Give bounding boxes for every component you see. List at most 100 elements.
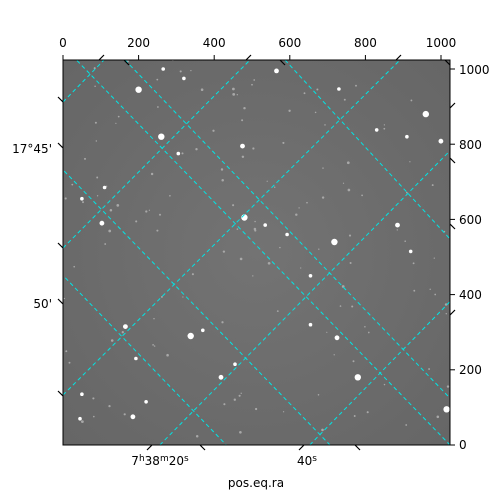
- grid-line-ra: [63, 169, 331, 445]
- noise-speck: [221, 321, 224, 324]
- right-axis: [450, 68, 455, 446]
- star-point: [308, 274, 313, 278]
- star-point: [337, 87, 341, 91]
- noise-speck: [92, 397, 95, 400]
- star-field: [63, 60, 450, 438]
- noise-speck: [156, 78, 159, 81]
- noise-speck: [406, 191, 408, 194]
- noise-speck: [429, 288, 431, 291]
- plot-frame: [62, 59, 451, 446]
- star-point: [144, 400, 148, 404]
- noise-speck: [321, 428, 324, 432]
- noise-speck: [273, 186, 276, 188]
- noise-speck: [93, 67, 96, 70]
- bottom-axis-labels: 7h38m20s 40s: [131, 454, 317, 468]
- star-point: [161, 67, 165, 71]
- star-point: [263, 223, 268, 227]
- noise-speck: [148, 209, 151, 211]
- noise-speck: [110, 339, 114, 342]
- star-point: [285, 232, 289, 237]
- left-axis-labels: 17°45' 50': [12, 142, 52, 311]
- noise-speck: [431, 184, 434, 187]
- star-point: [374, 128, 379, 132]
- grid-line-dec: [159, 150, 450, 445]
- sky-image-background: [63, 60, 450, 445]
- noise-speck: [150, 172, 154, 176]
- noise-speck: [351, 305, 354, 308]
- noise-speck: [288, 109, 291, 112]
- noise-speck: [153, 345, 156, 347]
- noise-speck: [108, 404, 111, 408]
- noise-speck: [195, 148, 198, 151]
- star-point: [240, 143, 245, 149]
- noise-speck: [434, 293, 437, 296]
- star-point: [78, 416, 82, 421]
- noise-speck: [322, 167, 324, 169]
- top-tick-label: 1000: [426, 36, 457, 50]
- noise-speck: [444, 303, 448, 306]
- noise-speck: [266, 180, 268, 182]
- star-point: [443, 406, 450, 413]
- noise-speck: [105, 185, 108, 187]
- noise-speck: [117, 115, 120, 118]
- noise-speck: [383, 383, 386, 386]
- noise-speck: [276, 310, 279, 313]
- star-point: [233, 362, 237, 367]
- noise-speck: [212, 129, 215, 132]
- noise-speck: [152, 344, 154, 346]
- noise-speck: [279, 246, 281, 249]
- noise-speck: [348, 234, 352, 237]
- noise-speck: [96, 176, 99, 179]
- noise-speck: [346, 161, 350, 165]
- noise-speck: [353, 415, 356, 417]
- noise-speck: [169, 194, 171, 197]
- star-point: [201, 328, 205, 333]
- noise-speck: [295, 213, 298, 216]
- top-tick-label: 600: [278, 36, 301, 50]
- noise-speck: [364, 326, 366, 328]
- grid-line-dec: [63, 60, 251, 249]
- top-axis: [62, 55, 442, 60]
- noise-speck: [282, 411, 285, 413]
- noise-speck: [156, 229, 159, 232]
- star-point: [135, 86, 142, 93]
- noise-speck: [445, 312, 448, 315]
- noise-speck: [361, 194, 363, 197]
- noise-speck: [96, 195, 99, 197]
- noise-speck: [306, 201, 308, 204]
- noise-speck: [222, 250, 226, 253]
- star-point: [422, 110, 429, 118]
- right-tick-label: 200: [459, 363, 482, 377]
- noise-speck: [240, 392, 242, 394]
- noise-speck: [326, 331, 328, 333]
- noise-speck: [252, 147, 255, 150]
- noise-speck: [160, 295, 163, 298]
- star-point: [218, 374, 224, 380]
- noise-speck: [195, 435, 199, 438]
- star-point: [99, 220, 105, 226]
- noise-speck: [410, 99, 413, 102]
- noise-speck: [241, 155, 245, 159]
- dec-tick-label: 17°45': [12, 142, 52, 156]
- noise-speck: [343, 98, 346, 101]
- noise-speck: [220, 168, 224, 171]
- noise-speck: [409, 161, 411, 163]
- star-point: [176, 151, 181, 156]
- grid-line-ra: [75, 60, 450, 445]
- noise-speck: [339, 305, 342, 307]
- noise-speck: [366, 411, 369, 414]
- noise-speck: [65, 350, 68, 353]
- star-point: [405, 134, 409, 139]
- right-tick-label: 600: [459, 213, 482, 227]
- top-tick-label: 200: [127, 36, 150, 50]
- noise-speck: [157, 106, 159, 108]
- noise-speck: [316, 88, 319, 91]
- star-point: [182, 76, 186, 81]
- noise-speck: [232, 87, 235, 91]
- noise-speck: [121, 331, 124, 334]
- star-point: [395, 222, 400, 228]
- noise-speck: [108, 229, 112, 233]
- noise-speck: [241, 119, 244, 122]
- x-axis-label: pos.eq.ra: [228, 476, 284, 490]
- star-point: [308, 322, 313, 327]
